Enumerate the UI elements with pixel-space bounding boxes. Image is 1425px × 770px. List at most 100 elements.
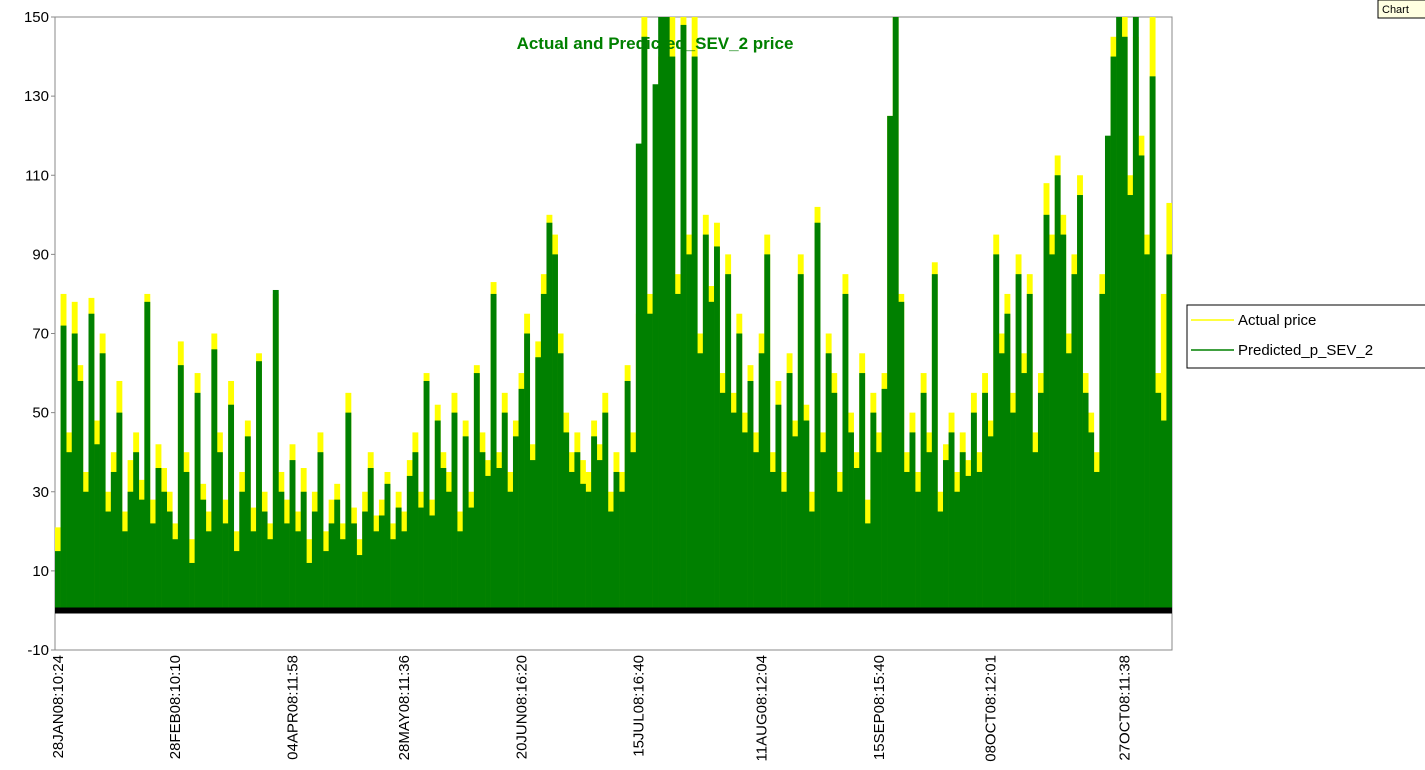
legend-label: Predicted_p_SEV_2 — [1238, 342, 1373, 359]
x-tick-label: 28FEB08:10:10 — [167, 655, 184, 759]
bar — [557, 353, 564, 611]
bar — [926, 452, 933, 611]
bar — [1110, 56, 1117, 611]
bar — [814, 222, 821, 611]
y-tick-label: 110 — [25, 167, 49, 184]
bar — [641, 36, 648, 611]
bar — [719, 392, 726, 611]
bar — [317, 452, 324, 611]
bar — [267, 539, 274, 611]
bar — [954, 491, 961, 611]
bar — [1166, 254, 1172, 611]
bar — [619, 491, 625, 611]
legend — [1186, 304, 1425, 369]
bar — [602, 412, 609, 611]
bar — [295, 531, 302, 611]
bar — [300, 491, 307, 611]
y-tick-label: -10 — [27, 642, 49, 659]
bar — [440, 468, 447, 611]
bar — [792, 436, 799, 611]
bar — [686, 254, 692, 611]
bar — [390, 539, 396, 611]
bar — [351, 523, 357, 611]
bar — [697, 353, 704, 611]
bar — [529, 460, 536, 611]
bar — [1104, 135, 1111, 611]
bars — [55, 17, 1172, 611]
bar — [764, 254, 771, 611]
bar — [987, 436, 994, 611]
y-tick-label: 150 — [24, 9, 49, 26]
bar — [1071, 274, 1078, 611]
bar — [753, 452, 760, 611]
bar — [144, 301, 151, 611]
y-tick-label: 90 — [32, 246, 49, 263]
x-tick-label: 15SEP08:15:40 — [871, 655, 888, 760]
bar — [680, 24, 687, 611]
bar — [563, 432, 570, 611]
bar — [596, 460, 603, 611]
bar — [418, 507, 424, 611]
bar — [457, 531, 464, 611]
bar — [887, 115, 894, 611]
y-tick-label: 130 — [24, 88, 49, 105]
bar — [55, 551, 61, 611]
bar — [892, 17, 899, 611]
bar — [362, 511, 369, 611]
bar — [931, 274, 938, 611]
bar — [261, 511, 268, 611]
bar — [323, 551, 329, 611]
bar — [803, 420, 810, 611]
bar — [915, 491, 921, 611]
bar — [116, 412, 123, 611]
bar — [786, 373, 793, 611]
bar — [328, 523, 335, 611]
bar — [585, 491, 592, 611]
legend-label: Actual price — [1238, 312, 1316, 329]
bar — [725, 274, 732, 611]
bar — [1149, 76, 1156, 611]
bar — [1144, 254, 1150, 611]
bar — [524, 333, 531, 611]
bar — [540, 293, 547, 611]
bar — [222, 523, 229, 611]
chart-button[interactable] — [1377, 0, 1425, 19]
bar — [870, 412, 877, 611]
x-tick-label: 20JUN08:16:20 — [513, 655, 530, 759]
bar — [579, 483, 586, 611]
bar — [970, 412, 977, 611]
bar — [479, 452, 486, 611]
bar — [714, 246, 720, 611]
bar — [943, 460, 949, 611]
bar — [1127, 195, 1134, 611]
bar — [490, 293, 497, 611]
bar — [239, 491, 246, 611]
x-tick-label: 15JUL08:16:40 — [631, 655, 648, 757]
bar — [820, 452, 827, 611]
bar — [401, 531, 408, 611]
bar — [512, 436, 519, 611]
bar — [66, 452, 73, 611]
bar — [976, 471, 983, 611]
bar — [948, 432, 955, 611]
bar — [1026, 293, 1033, 611]
bar — [552, 254, 558, 611]
bar — [272, 289, 279, 611]
bar — [647, 313, 653, 611]
bar — [205, 531, 212, 611]
bar — [864, 523, 871, 611]
bar — [161, 491, 167, 611]
chart-button-label[interactable]: Chart — [1382, 4, 1409, 16]
bar — [110, 471, 117, 611]
bar — [1049, 254, 1056, 611]
bar — [1138, 155, 1145, 611]
bar — [183, 471, 190, 611]
bar — [434, 420, 441, 611]
bar — [736, 333, 743, 611]
bar — [853, 468, 860, 611]
bar — [501, 412, 508, 611]
bar — [189, 562, 195, 611]
bar — [149, 523, 156, 611]
bar — [848, 432, 854, 611]
bar — [334, 499, 341, 611]
